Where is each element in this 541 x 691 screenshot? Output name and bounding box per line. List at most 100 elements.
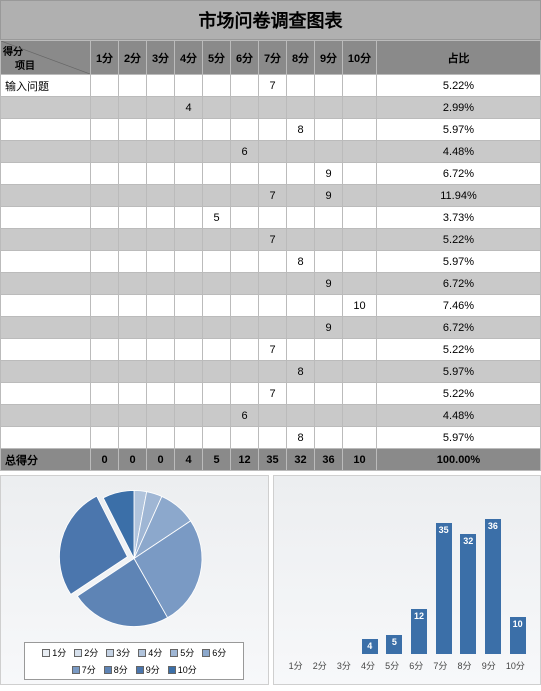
- cell: [147, 405, 175, 427]
- legend-label: 2分: [84, 646, 98, 659]
- pct-cell: 5.22%: [377, 339, 541, 361]
- legend-item: 10分: [168, 663, 197, 676]
- legend-label: 7分: [82, 663, 96, 676]
- cell: [343, 427, 377, 449]
- total-c1: 0: [91, 449, 119, 471]
- cell: [259, 119, 287, 141]
- pct-cell: 5.22%: [377, 383, 541, 405]
- cell: 9: [315, 273, 343, 295]
- cell: [91, 251, 119, 273]
- cell: [231, 97, 259, 119]
- cell: [343, 339, 377, 361]
- row-label: [1, 229, 91, 251]
- cell: 5: [203, 207, 231, 229]
- legend-item: 4分: [138, 646, 162, 659]
- cell: [287, 141, 315, 163]
- table-row: 75.22%: [1, 339, 541, 361]
- cell: [119, 273, 147, 295]
- cell: [287, 163, 315, 185]
- legend-item: 9分: [136, 663, 160, 676]
- cell: 8: [287, 119, 315, 141]
- cell: [147, 229, 175, 251]
- cell: [91, 361, 119, 383]
- col-pct: 占比: [377, 41, 541, 75]
- legend-item: 2分: [74, 646, 98, 659]
- survey-table: 得分 项目 1分 2分 3分 4分 5分 6分 7分 8分 9分 10分 占比 …: [0, 40, 541, 471]
- cell: [231, 185, 259, 207]
- row-label: [1, 405, 91, 427]
- cell: 7: [259, 383, 287, 405]
- cell: [175, 119, 203, 141]
- total-pct: 100.00%: [377, 449, 541, 471]
- cell: [287, 383, 315, 405]
- cell: [231, 75, 259, 97]
- cell: [203, 141, 231, 163]
- xaxis-label: 8分: [458, 659, 472, 672]
- total-c7: 35: [259, 449, 287, 471]
- cell: [343, 405, 377, 427]
- bar: 36: [485, 519, 501, 654]
- row-label: [1, 141, 91, 163]
- cell: [175, 185, 203, 207]
- cell: 8: [287, 427, 315, 449]
- xaxis-label: 6分: [409, 659, 423, 672]
- row-label: [1, 427, 91, 449]
- cell: [91, 75, 119, 97]
- total-label: 总得分: [1, 449, 91, 471]
- cell: [119, 207, 147, 229]
- table-row: 107.46%: [1, 295, 541, 317]
- cell: [91, 295, 119, 317]
- cell: [231, 427, 259, 449]
- pct-cell: 4.48%: [377, 141, 541, 163]
- cell: [175, 141, 203, 163]
- cell: [287, 405, 315, 427]
- cell: [315, 119, 343, 141]
- table-row: 96.72%: [1, 163, 541, 185]
- cell: [315, 229, 343, 251]
- cell: [343, 361, 377, 383]
- cell: [147, 141, 175, 163]
- cell: [147, 119, 175, 141]
- cell: [91, 405, 119, 427]
- cell: 9: [315, 185, 343, 207]
- legend-label: 1分: [52, 646, 66, 659]
- cell: [203, 229, 231, 251]
- cell: [343, 317, 377, 339]
- total-c3: 0: [147, 449, 175, 471]
- cell: [119, 141, 147, 163]
- pct-cell: 5.97%: [377, 119, 541, 141]
- table-row: 64.48%: [1, 141, 541, 163]
- cell: [287, 339, 315, 361]
- row-label: [1, 383, 91, 405]
- cell: [91, 97, 119, 119]
- bar-chart: 451235323610 1分2分3分4分5分6分7分8分9分10分: [273, 475, 541, 685]
- bar-value: 36: [488, 521, 498, 531]
- cell: 6: [231, 405, 259, 427]
- pie-chart: 1分2分3分4分5分6分7分8分9分10分: [0, 475, 269, 685]
- cell: [119, 317, 147, 339]
- cell: [259, 163, 287, 185]
- cell: [119, 361, 147, 383]
- table-row: 9 6.72%: [1, 273, 541, 295]
- cell: [259, 405, 287, 427]
- cell: [91, 317, 119, 339]
- xaxis-label: 10分: [506, 659, 525, 672]
- cell: [119, 75, 147, 97]
- cell: [343, 141, 377, 163]
- row-label: [1, 97, 91, 119]
- cell: [315, 383, 343, 405]
- pct-cell: 11.94%: [377, 185, 541, 207]
- pct-cell: 5.97%: [377, 427, 541, 449]
- cell: [343, 207, 377, 229]
- cell: 4: [175, 97, 203, 119]
- pct-cell: 7.46%: [377, 295, 541, 317]
- table-row: 85.97%: [1, 361, 541, 383]
- cell: [203, 339, 231, 361]
- pct-cell: 6.72%: [377, 273, 541, 295]
- table-row: 64.48%: [1, 405, 541, 427]
- cell: [343, 97, 377, 119]
- cell: [287, 317, 315, 339]
- cell: [259, 427, 287, 449]
- cell: 7: [259, 185, 287, 207]
- pct-cell: 6.72%: [377, 163, 541, 185]
